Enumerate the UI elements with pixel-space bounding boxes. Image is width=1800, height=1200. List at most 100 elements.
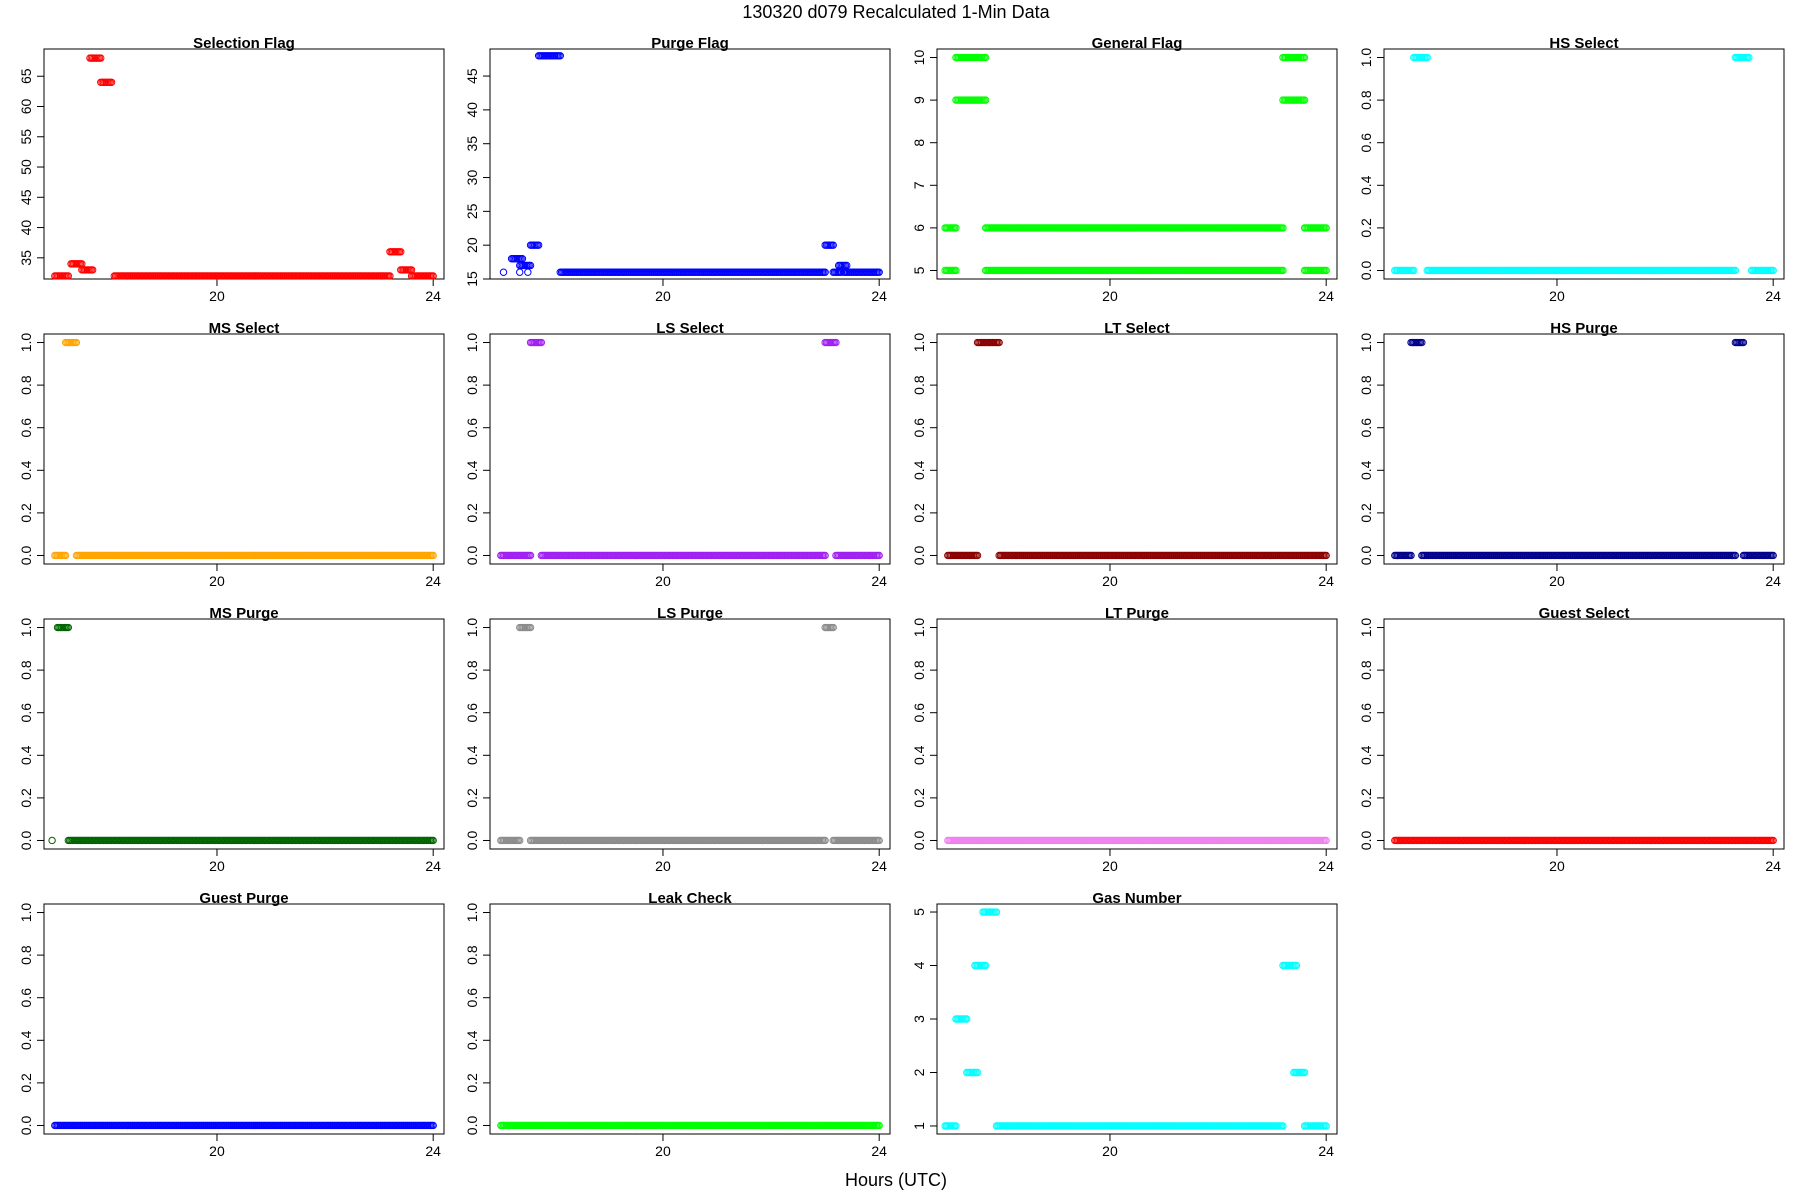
data-point: [97, 54, 105, 62]
plot-frame: [43, 618, 445, 850]
y-tick-label: 0.6: [18, 418, 34, 438]
y-tick-label: 0.4: [911, 460, 927, 480]
data-points: [944, 338, 1330, 560]
panel-title: LS Select: [656, 320, 724, 337]
panel-title: HS Select: [1549, 35, 1618, 52]
plot-frame: [489, 48, 891, 280]
data-points: [497, 623, 883, 845]
x-tick-label: 20: [1549, 288, 1565, 304]
x-tick-label: 20: [655, 858, 671, 874]
y-tick-label: 1.0: [1358, 618, 1374, 638]
data-point: [524, 268, 532, 276]
x-tick-label: 24: [1765, 573, 1781, 589]
y-tick-label: 0.2: [18, 1073, 34, 1093]
y-tick-label: 0.4: [464, 1030, 480, 1050]
y-tick-label: 0.8: [1358, 660, 1374, 680]
data-point: [1300, 53, 1309, 62]
y-tick-label: 0.8: [18, 375, 34, 395]
data-point: [981, 53, 990, 62]
y-tick-label: 55: [18, 129, 34, 145]
y-tick-label: 0.6: [1358, 133, 1374, 153]
data-point: [821, 268, 829, 276]
y-tick-label: 0.2: [464, 788, 480, 808]
plot-frame: [43, 333, 445, 565]
data-point: [1279, 224, 1287, 232]
x-axis-label: Hours (UTC): [845, 1170, 947, 1190]
y-tick-label: 0.2: [911, 503, 927, 523]
x-tick-label: 20: [209, 858, 225, 874]
data-point: [1745, 53, 1753, 62]
data-point: [952, 266, 960, 275]
data-point: [829, 241, 837, 249]
y-tick-label: 0.0: [1358, 831, 1374, 851]
y-tick-label: 1.0: [464, 618, 480, 638]
y-tick-label: 2: [911, 1068, 927, 1076]
data-point: [516, 268, 524, 276]
data-point: [875, 551, 883, 560]
data-point: [821, 551, 829, 560]
data-point: [386, 272, 394, 280]
y-tick-label: 0.2: [464, 1073, 480, 1093]
x-tick-label: 20: [1549, 573, 1565, 589]
y-tick-label: 65: [18, 68, 34, 84]
y-tick-label: 60: [18, 99, 34, 115]
y-tick-label: 35: [18, 250, 34, 266]
y-tick-label: 45: [464, 68, 480, 84]
x-tick-label: 20: [1102, 573, 1118, 589]
y-tick-label: 40: [18, 220, 34, 236]
y-tick-label: 1.0: [911, 618, 927, 638]
data-point: [88, 266, 97, 274]
y-tick-label: 0.4: [1358, 460, 1374, 480]
x-tick-label: 24: [1318, 1143, 1334, 1159]
y-tick-label: 1.0: [1358, 48, 1374, 68]
y-tick-label: 0.6: [911, 418, 927, 438]
data-point: [526, 551, 535, 560]
data-point: [556, 52, 564, 60]
x-tick-label: 20: [655, 573, 671, 589]
data-point: [1731, 266, 1740, 275]
plot-frame: [43, 903, 445, 1135]
plot-frame: [489, 618, 891, 850]
x-tick-label: 24: [1765, 858, 1781, 874]
y-tick-label: 0.6: [18, 703, 34, 723]
y-tick-label: 0.0: [18, 546, 34, 566]
data-points: [497, 1121, 883, 1130]
data-point: [1300, 96, 1309, 104]
y-tick-label: 0.4: [1358, 745, 1374, 765]
y-tick-label: 0.0: [1358, 546, 1374, 566]
y-tick-label: 1.0: [464, 333, 480, 353]
y-tick-label: 45: [18, 189, 34, 205]
data-point: [429, 272, 437, 280]
y-tick-label: 1: [911, 1122, 927, 1130]
y-tick-label: 0.0: [1358, 261, 1374, 281]
panel-title: MS Select: [209, 320, 280, 337]
y-tick-label: 0.0: [18, 1116, 34, 1136]
y-tick-label: 1.0: [911, 333, 927, 353]
panel-title: Purge Flag: [651, 35, 729, 52]
x-tick-label: 24: [1318, 573, 1334, 589]
data-points: [944, 836, 1330, 845]
x-tick-label: 20: [655, 1143, 671, 1159]
y-tick-label: 0.6: [1358, 418, 1374, 438]
y-tick-label: 0.2: [911, 788, 927, 808]
y-tick-label: 0.8: [1358, 90, 1374, 110]
y-tick-label: 0.2: [1358, 503, 1374, 523]
y-tick-label: 0.6: [464, 988, 480, 1008]
data-points: [51, 54, 437, 280]
data-point: [499, 268, 508, 276]
y-tick-label: 0.6: [18, 988, 34, 1008]
x-tick-label: 24: [871, 1143, 887, 1159]
y-tick-label: 0.8: [911, 375, 927, 395]
y-tick-label: 15: [464, 271, 480, 287]
y-tick-label: 0.8: [464, 660, 480, 680]
